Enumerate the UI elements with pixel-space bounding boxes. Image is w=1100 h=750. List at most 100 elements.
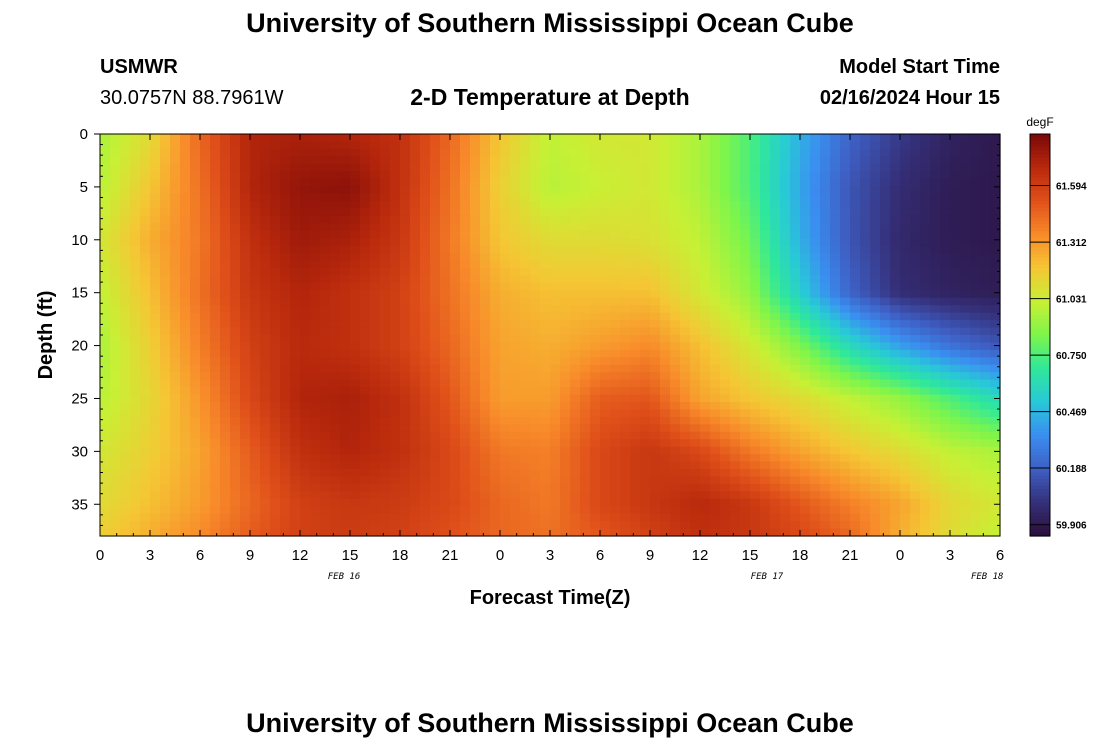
heatmap-cell <box>460 364 471 373</box>
heatmap-cell <box>580 394 591 403</box>
heatmap-cell <box>560 320 571 329</box>
heatmap-cell <box>790 178 801 187</box>
heatmap-cell <box>860 297 871 306</box>
heatmap-cell <box>220 469 231 478</box>
heatmap-cell <box>840 312 851 321</box>
heatmap-cell <box>860 506 871 515</box>
heatmap-cell <box>590 141 601 150</box>
heatmap-cell <box>300 349 311 358</box>
heatmap-cell <box>530 394 541 403</box>
heatmap-cell <box>880 208 891 217</box>
heatmap-cell <box>510 349 521 358</box>
heatmap-cell <box>640 215 651 224</box>
heatmap-cell <box>130 454 141 463</box>
heatmap-cell <box>550 454 561 463</box>
heatmap-cell <box>690 290 701 299</box>
heatmap-cell <box>650 528 661 537</box>
heatmap-cell <box>610 402 621 411</box>
heatmap-cell <box>340 275 351 284</box>
heatmap-cell <box>200 178 211 187</box>
heatmap-cell <box>910 156 921 165</box>
heatmap-cell <box>950 171 961 180</box>
heatmap-cell <box>610 387 621 396</box>
heatmap-cell <box>660 178 671 187</box>
heatmap-cell <box>750 409 761 418</box>
heatmap-cell <box>530 297 541 306</box>
heatmap-cell <box>950 163 961 172</box>
heatmap-cell <box>120 260 131 269</box>
heatmap-cell <box>310 424 321 433</box>
heatmap-cell <box>150 134 161 143</box>
heatmap-cell <box>660 498 671 507</box>
heatmap-cell <box>430 134 441 143</box>
heatmap-cell <box>420 282 431 291</box>
heatmap-cell <box>460 387 471 396</box>
heatmap-cell <box>720 454 731 463</box>
heatmap-cell <box>840 156 851 165</box>
heatmap-cell <box>670 186 681 195</box>
heatmap-cell <box>580 163 591 172</box>
heatmap-cell <box>960 439 971 448</box>
heatmap-cell <box>750 156 761 165</box>
heatmap-cell <box>390 387 401 396</box>
heatmap-cell <box>490 521 501 530</box>
heatmap-cell <box>300 364 311 373</box>
heatmap-cell <box>690 193 701 202</box>
heatmap-cell <box>970 186 981 195</box>
heatmap-cell <box>680 446 691 455</box>
heatmap-cell <box>840 372 851 381</box>
heatmap-cell <box>750 372 761 381</box>
heatmap-cell <box>360 335 371 344</box>
heatmap-cell <box>340 349 351 358</box>
heatmap-cell <box>910 394 921 403</box>
heatmap-cell <box>300 327 311 336</box>
heatmap-cell <box>920 431 931 440</box>
heatmap-cell <box>900 476 911 485</box>
heatmap-cell <box>170 528 181 537</box>
heatmap-cell <box>540 312 551 321</box>
heatmap-cell <box>630 208 641 217</box>
heatmap-cell <box>570 431 581 440</box>
heatmap-cell <box>170 476 181 485</box>
heatmap-cell <box>770 394 781 403</box>
heatmap-cell <box>560 201 571 210</box>
heatmap-cell <box>990 312 1001 321</box>
heatmap-cell <box>180 327 191 336</box>
heatmap-cell <box>500 223 511 232</box>
heatmap-cell <box>110 290 121 299</box>
heatmap-cell <box>150 521 161 530</box>
heatmap-cell <box>490 201 501 210</box>
heatmap-cell <box>310 245 321 254</box>
heatmap-cell <box>730 305 741 314</box>
heatmap-cell <box>420 387 431 396</box>
heatmap-cell <box>660 431 671 440</box>
heatmap-cell <box>560 469 571 478</box>
heatmap-cell <box>440 290 451 299</box>
heatmap-cell <box>330 327 341 336</box>
heatmap-cell <box>560 372 571 381</box>
heatmap-cell <box>680 178 691 187</box>
heatmap-cell <box>250 156 261 165</box>
heatmap-cell <box>240 476 251 485</box>
heatmap-cell <box>270 357 281 366</box>
heatmap-cell <box>230 171 241 180</box>
heatmap-cell <box>140 178 151 187</box>
heatmap-cell <box>430 335 441 344</box>
heatmap-cell <box>440 335 451 344</box>
heatmap-cell <box>630 461 641 470</box>
heatmap-cell <box>490 439 501 448</box>
heatmap-cell <box>360 454 371 463</box>
heatmap-cell <box>600 208 611 217</box>
x-tick-label: 15 <box>342 547 359 564</box>
heatmap-cell <box>810 454 821 463</box>
heatmap-cell <box>550 320 561 329</box>
heatmap-cell <box>230 424 241 433</box>
heatmap-cell <box>620 461 631 470</box>
heatmap-cell <box>510 320 521 329</box>
heatmap-cell <box>770 186 781 195</box>
heatmap-cell <box>720 446 731 455</box>
heatmap-cell <box>940 223 951 232</box>
heatmap-cell <box>590 528 601 537</box>
heatmap-cell <box>820 275 831 284</box>
heatmap-cell <box>230 491 241 500</box>
